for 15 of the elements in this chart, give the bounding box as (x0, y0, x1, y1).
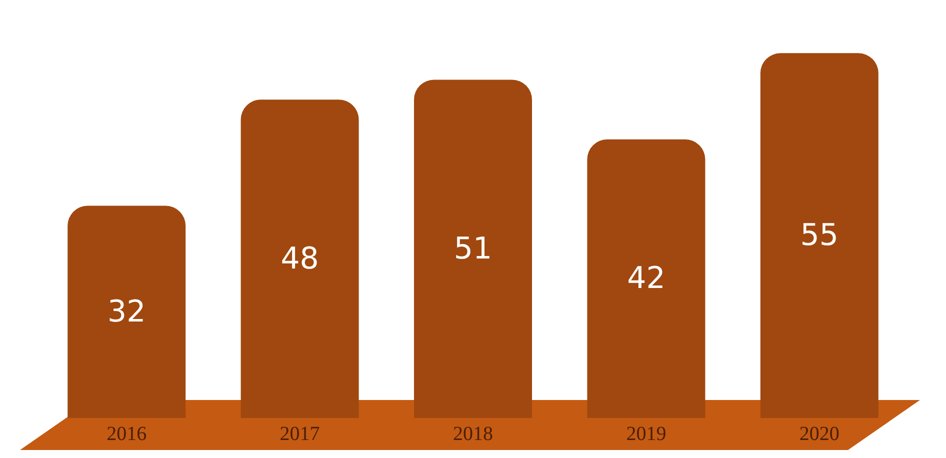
x-tick-label: 2017 (280, 423, 320, 445)
bar (587, 139, 706, 418)
data-label: 42 (627, 261, 666, 296)
bar (414, 80, 532, 418)
data-label: 51 (454, 231, 492, 266)
x-tick-label: 2020 (799, 423, 840, 445)
data-label: 32 (108, 294, 146, 330)
bar (760, 53, 878, 418)
x-tick-label: 2016 (106, 423, 147, 445)
data-label: 55 (800, 218, 838, 254)
bar (240, 100, 359, 418)
bar (68, 206, 186, 418)
data-label: 48 (280, 241, 319, 276)
x-tick-label: 2019 (626, 423, 666, 445)
x-tick-label: 2018 (453, 423, 493, 445)
